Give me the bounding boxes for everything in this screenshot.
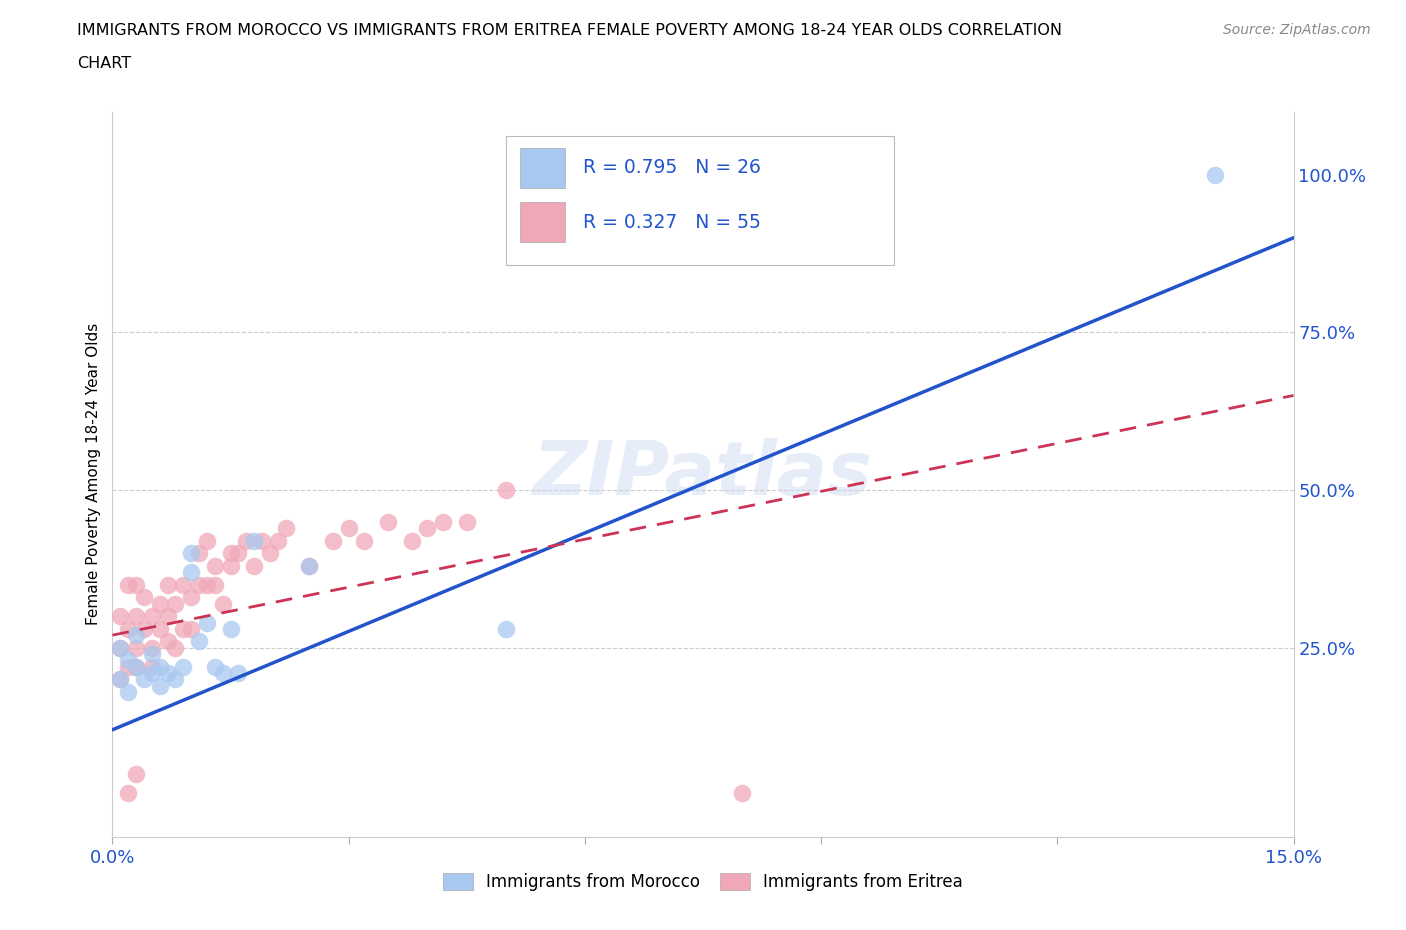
Point [125, 659, 148, 674]
Point [204, 659, 226, 674]
Point [125, 641, 148, 656]
Point [243, 558, 266, 573]
Point [495, 483, 517, 498]
Y-axis label: Female Poverty Among 18-24 Year Olds: Female Poverty Among 18-24 Year Olds [86, 324, 101, 626]
Point [250, 533, 273, 548]
Point [125, 609, 148, 624]
Point [353, 533, 375, 548]
Point [117, 684, 139, 699]
Point [110, 641, 132, 656]
Point [219, 621, 242, 636]
Point [298, 558, 321, 573]
Point [267, 533, 290, 548]
Point [132, 590, 155, 604]
Text: IMMIGRANTS FROM MOROCCO VS IMMIGRANTS FROM ERITREA FEMALE POVERTY AMONG 18-24 YE: IMMIGRANTS FROM MOROCCO VS IMMIGRANTS FR… [77, 23, 1063, 38]
Point [416, 521, 439, 536]
Point [110, 671, 132, 686]
Point [377, 514, 399, 529]
FancyBboxPatch shape [520, 148, 565, 188]
FancyBboxPatch shape [520, 203, 565, 242]
FancyBboxPatch shape [506, 136, 894, 265]
Point [188, 634, 211, 649]
Point [149, 596, 172, 611]
Point [172, 659, 194, 674]
Point [235, 533, 257, 548]
Point [117, 621, 139, 636]
Point [432, 514, 454, 529]
Point [243, 533, 266, 548]
Point [117, 653, 139, 668]
Point [188, 578, 211, 592]
Point [132, 671, 155, 686]
Point [298, 558, 321, 573]
Point [337, 521, 360, 536]
Point [156, 578, 179, 592]
Point [188, 546, 211, 561]
Point [495, 621, 517, 636]
Point [110, 609, 132, 624]
Text: CHART: CHART [77, 56, 131, 71]
Point [125, 659, 148, 674]
Point [110, 641, 132, 656]
Point [141, 666, 163, 681]
Point [141, 646, 163, 661]
Point [322, 533, 344, 548]
Point [219, 546, 242, 561]
Point [195, 533, 218, 548]
Text: Source: ZipAtlas.com: Source: ZipAtlas.com [1223, 23, 1371, 37]
Point [141, 641, 163, 656]
Point [228, 666, 250, 681]
Point [117, 578, 139, 592]
Point [195, 578, 218, 592]
Point [149, 621, 172, 636]
Point [117, 659, 139, 674]
Point [172, 578, 194, 592]
Text: ZIPatlas: ZIPatlas [533, 438, 873, 511]
Point [195, 615, 218, 630]
Legend: Immigrants from Morocco, Immigrants from Eritrea: Immigrants from Morocco, Immigrants from… [436, 866, 970, 897]
Point [141, 609, 163, 624]
Point [219, 558, 242, 573]
Point [132, 621, 155, 636]
Point [204, 558, 226, 573]
Point [211, 596, 233, 611]
Point [165, 641, 187, 656]
Point [117, 786, 139, 801]
Point [165, 596, 187, 611]
Point [211, 666, 233, 681]
Point [172, 621, 194, 636]
Point [731, 786, 754, 801]
Point [180, 565, 202, 579]
Point [156, 666, 179, 681]
Point [165, 671, 187, 686]
Point [110, 671, 132, 686]
Text: R = 0.795   N = 26: R = 0.795 N = 26 [582, 158, 761, 178]
Text: R = 0.327   N = 55: R = 0.327 N = 55 [582, 213, 761, 232]
Point [274, 521, 297, 536]
Point [141, 659, 163, 674]
Point [1204, 167, 1226, 182]
Point [125, 766, 148, 781]
Point [156, 634, 179, 649]
Point [228, 546, 250, 561]
Point [204, 578, 226, 592]
Point [149, 659, 172, 674]
Point [180, 621, 202, 636]
Point [125, 628, 148, 643]
Point [149, 678, 172, 693]
Point [401, 533, 423, 548]
Point [156, 609, 179, 624]
Point [125, 578, 148, 592]
Point [456, 514, 478, 529]
Point [259, 546, 281, 561]
Point [180, 546, 202, 561]
Point [180, 590, 202, 604]
